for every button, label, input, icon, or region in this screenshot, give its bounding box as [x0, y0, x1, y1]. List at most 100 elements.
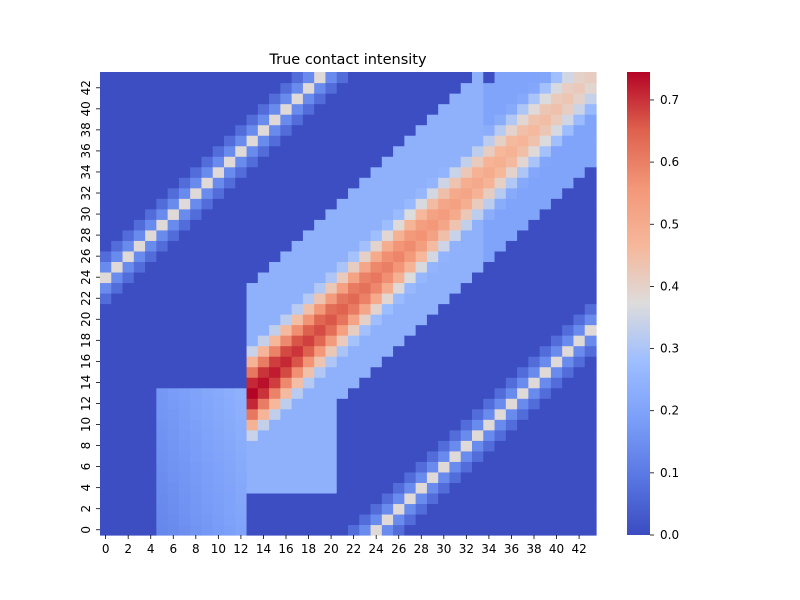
heatmap-cell [483, 345, 496, 357]
heatmap-cell [539, 524, 552, 536]
heatmap-cell [449, 408, 462, 420]
heatmap-cell [404, 219, 417, 231]
heatmap-cell [302, 271, 315, 284]
heatmap-cell [573, 177, 586, 189]
heatmap-cell [133, 366, 146, 378]
heatmap-cell [584, 387, 597, 399]
heatmap-cell [426, 377, 439, 389]
heatmap-cell [539, 461, 552, 473]
heatmap-cell [167, 145, 180, 157]
heatmap-cell [359, 429, 372, 441]
heatmap-cell [100, 524, 112, 536]
heatmap-cell [370, 471, 383, 483]
heatmap-cell [178, 513, 191, 526]
heatmap-cell [494, 72, 507, 84]
heatmap-cell [314, 461, 327, 473]
heatmap-cell [584, 250, 597, 263]
heatmap-cell [224, 366, 236, 378]
heatmap-cell [302, 429, 315, 441]
heatmap-cell [404, 387, 417, 399]
heatmap-cell [393, 114, 405, 126]
heatmap-cell [359, 377, 372, 389]
heatmap-cell [359, 93, 372, 105]
heatmap-cell [370, 198, 383, 210]
heatmap-cell [246, 261, 259, 273]
heatmap-cell [415, 314, 428, 326]
heatmap-cell [201, 271, 214, 284]
heatmap-cell [393, 240, 405, 252]
heatmap-cell [178, 398, 191, 410]
heatmap-cell [269, 72, 281, 84]
heatmap-cell [269, 93, 281, 105]
heatmap-cell [539, 408, 552, 420]
heatmap-cell [449, 419, 462, 431]
heatmap-cell [494, 156, 507, 168]
heatmap-cell [460, 366, 473, 378]
heatmap-cell [122, 177, 135, 189]
heatmap-cell [156, 482, 169, 494]
heatmap-cell [246, 408, 259, 420]
heatmap-cell [472, 345, 484, 357]
heatmap-cell [562, 356, 575, 368]
heatmap-cell [212, 271, 225, 284]
heatmap-cell [539, 398, 552, 410]
heatmap-cell [426, 187, 439, 199]
heatmap-cell [291, 292, 304, 305]
heatmap-cell [426, 72, 439, 84]
heatmap-cell [393, 492, 405, 505]
y-tick-label: 10 [79, 417, 93, 432]
heatmap-cell [573, 271, 586, 284]
heatmap-cell [178, 503, 191, 515]
heatmap-cell [370, 356, 383, 368]
heatmap-cell [359, 324, 372, 336]
heatmap-cell [314, 124, 327, 136]
heatmap-cell [426, 429, 439, 441]
heatmap-cell [370, 461, 383, 473]
heatmap-cell [111, 156, 124, 168]
heatmap-cell [562, 240, 575, 252]
heatmap-cell [156, 324, 169, 336]
heatmap-cell [314, 303, 327, 315]
heatmap-cell [517, 282, 529, 294]
heatmap-cell [325, 503, 338, 515]
heatmap-cell [517, 345, 529, 357]
heatmap-cell [280, 324, 293, 336]
heatmap-cell [528, 198, 541, 210]
heatmap-cell [348, 429, 360, 441]
heatmap-cell [325, 187, 338, 199]
heatmap-cell [291, 356, 304, 368]
heatmap-cell [517, 314, 529, 326]
heatmap-cell [415, 461, 428, 473]
heatmap-cell [348, 271, 360, 284]
heatmap-cell [528, 229, 541, 241]
heatmap-cell [370, 524, 383, 536]
heatmap-cell [201, 72, 214, 84]
heatmap-cell [246, 187, 259, 199]
heatmap-cell [348, 166, 360, 178]
heatmap-cell [111, 524, 124, 536]
heatmap-cell [156, 303, 169, 315]
heatmap-cell [133, 124, 146, 136]
heatmap-cell [550, 377, 563, 389]
heatmap-cell [370, 377, 383, 389]
heatmap-cell [156, 398, 169, 410]
heatmap-cell [517, 292, 529, 305]
heatmap-cell [494, 356, 507, 368]
x-tick-label: 32 [459, 542, 474, 556]
heatmap-cell [438, 314, 451, 326]
heatmap-cell [235, 471, 248, 483]
heatmap-cell [505, 72, 518, 84]
heatmap-cell [584, 282, 597, 294]
heatmap-cell [505, 513, 518, 526]
heatmap-cell [302, 314, 315, 326]
heatmap-cell [404, 82, 417, 94]
heatmap-cell [314, 187, 327, 199]
heatmap-cell [393, 145, 405, 157]
heatmap-cell [539, 261, 552, 273]
heatmap-cell [381, 187, 394, 199]
heatmap-cell [257, 387, 270, 399]
heatmap-cell [302, 198, 315, 210]
heatmap-cell [528, 135, 541, 147]
heatmap-cell [449, 345, 462, 357]
heatmap-cell [494, 166, 507, 178]
